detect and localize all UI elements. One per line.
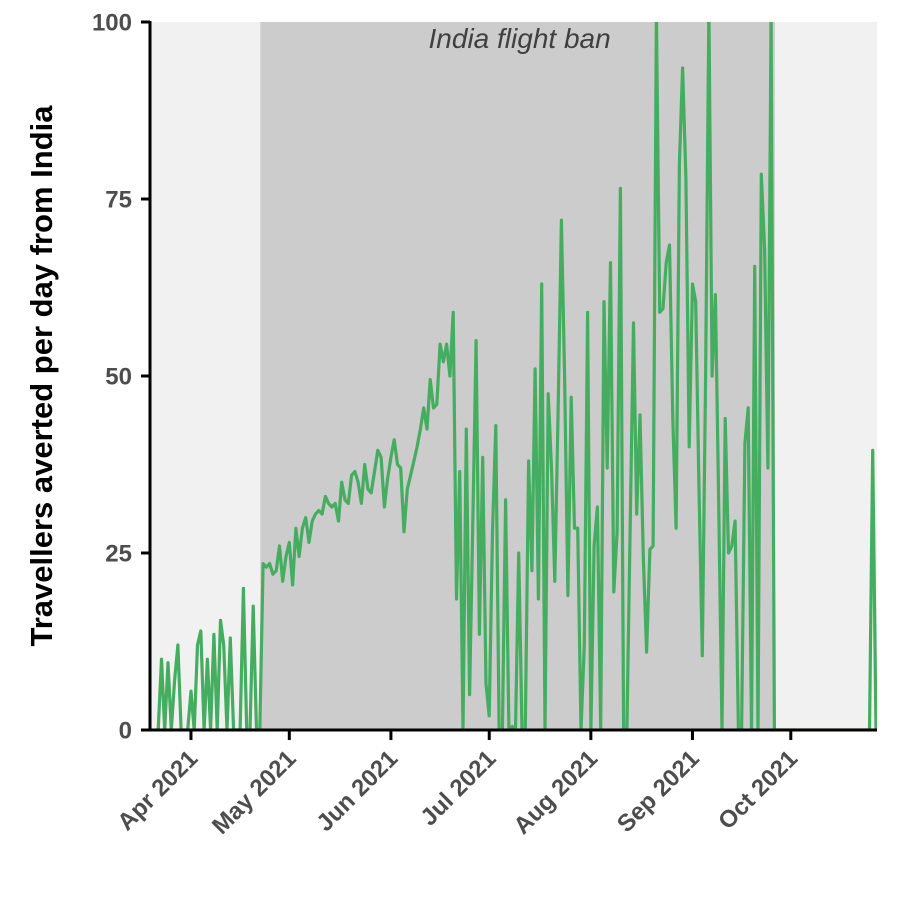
- y-axis-title: Travellers averted per day from India: [24, 105, 59, 647]
- y-tick-label: 75: [105, 187, 132, 214]
- y-tick-label: 0: [119, 718, 132, 745]
- plot-area: [150, 22, 877, 730]
- series-line-0: [156, 22, 877, 730]
- y-tick-label: 50: [105, 364, 132, 391]
- band-label: India flight ban: [429, 23, 611, 54]
- y-tick-label: 100: [92, 10, 132, 37]
- y-tick-label: 25: [105, 541, 132, 568]
